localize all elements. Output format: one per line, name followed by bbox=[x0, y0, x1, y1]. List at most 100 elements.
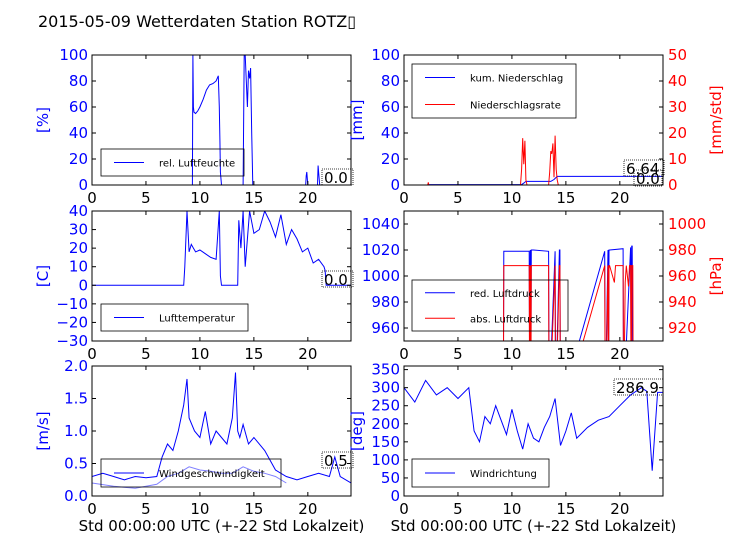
value-annotation: 0.5 bbox=[324, 452, 348, 470]
y-tick-label: 100 bbox=[371, 46, 400, 64]
series-line-1 bbox=[92, 372, 351, 484]
y-tick-label: 1000 bbox=[362, 267, 400, 285]
y-tick-label: 60 bbox=[381, 98, 400, 116]
y-tick-label: 0 bbox=[390, 487, 400, 505]
legend-label: Niederschlagsrate bbox=[470, 101, 561, 112]
legend-box bbox=[411, 279, 569, 332]
y-tick-label: 350 bbox=[371, 361, 400, 379]
legend-box bbox=[100, 148, 245, 177]
y2-tick-label: 20 bbox=[668, 124, 687, 142]
legend-label: red. Luftdruck bbox=[470, 289, 540, 300]
legend-label: kum. Niederschlag bbox=[470, 74, 563, 85]
y-tick-label: 200 bbox=[371, 415, 400, 433]
x-tick-label: 5 bbox=[141, 345, 151, 363]
y-tick-label: 40 bbox=[69, 124, 88, 142]
legend: rel. Luftfeuchte bbox=[100, 148, 245, 177]
y-axis-label: [m/s] bbox=[34, 411, 52, 450]
y2-tick-label: 50 bbox=[668, 46, 687, 64]
series-line-2 bbox=[503, 265, 634, 341]
legend-box bbox=[100, 458, 282, 488]
value-annotation-2: 0.0 bbox=[636, 170, 660, 188]
series-group bbox=[92, 211, 351, 286]
y-tick-label: 1040 bbox=[362, 215, 400, 233]
legend: Windgeschwindigkeit bbox=[100, 458, 282, 488]
annotation-box bbox=[321, 451, 354, 469]
y-tick-label: 10 bbox=[69, 258, 88, 276]
y2-axis-label: [hPa] bbox=[707, 257, 725, 296]
plot-frame bbox=[403, 365, 664, 497]
y-tick-label: 1020 bbox=[362, 241, 400, 259]
x-tick-label: 20 bbox=[298, 189, 317, 207]
y-tick-label: 60 bbox=[69, 98, 88, 116]
y2-tick-label: 30 bbox=[668, 98, 687, 116]
x-tick-label: 15 bbox=[244, 189, 263, 207]
series-group bbox=[92, 55, 351, 185]
chart-panel-2: 0 5 10 15 20 0 20 40 60 80 100 0 10 20 30 40 50 [mm] [mm/s… bbox=[348, 46, 725, 207]
series-line-2 bbox=[404, 135, 663, 185]
x-tick-label: 10 bbox=[502, 500, 521, 518]
legend-label: Windrichtung bbox=[470, 469, 537, 480]
plot-frame bbox=[91, 54, 352, 186]
annotation-box bbox=[321, 168, 354, 186]
figure-title: 2015-05-09 Wetterdaten Station ROTZ▯ bbox=[38, 12, 356, 31]
y-axis-label: [mm] bbox=[348, 100, 366, 141]
legend: kum. Niederschlag Niederschlagsrate bbox=[411, 63, 577, 119]
x-tick-label: 0 bbox=[87, 189, 97, 207]
y2-tick-label: 1000 bbox=[668, 215, 706, 233]
series-group bbox=[404, 379, 663, 471]
series-line-1 bbox=[92, 55, 351, 185]
x-tick-label: 5 bbox=[453, 345, 463, 363]
legend-box bbox=[411, 458, 550, 488]
y-tick-label: 100 bbox=[371, 451, 400, 469]
value-annotation: 0.0 bbox=[324, 169, 348, 187]
annotation-box bbox=[613, 378, 664, 396]
series-line-1 bbox=[404, 175, 663, 185]
y-tick-label: 1.0 bbox=[64, 422, 88, 440]
y-tick-label: 40 bbox=[69, 202, 88, 220]
x-tick-label: 10 bbox=[502, 189, 521, 207]
plot-frame bbox=[91, 210, 352, 342]
legend-box bbox=[100, 303, 249, 332]
x-axis-label: Std 00:00:00 UTC (+-22 Std Lokalzeit) bbox=[79, 517, 365, 535]
legend-box bbox=[411, 63, 577, 119]
legend: Lufttemperatur bbox=[100, 303, 249, 332]
x-tick-label: 0 bbox=[399, 345, 409, 363]
y-tick-label: 250 bbox=[371, 397, 400, 415]
y-tick-label: 150 bbox=[371, 433, 400, 451]
y-axis-label: [deg] bbox=[348, 411, 366, 451]
y2-tick-label: 920 bbox=[668, 319, 697, 337]
y-tick-label: 980 bbox=[371, 293, 400, 311]
x-tick-label: 15 bbox=[556, 345, 575, 363]
legend-label: rel. Luftfeuchte bbox=[159, 159, 235, 170]
chart-panel-1: 0 5 10 15 20 0 20 40 60 80 100 [%] rel. Luftfeuchte 0… bbox=[34, 46, 354, 207]
x-tick-label: 10 bbox=[190, 189, 209, 207]
x-tick-label: 5 bbox=[141, 500, 151, 518]
x-tick-label: 15 bbox=[556, 500, 575, 518]
y-tick-label: 30 bbox=[69, 221, 88, 239]
y-tick-label: 0 bbox=[78, 176, 88, 194]
y2-tick-label: 0 bbox=[668, 176, 678, 194]
x-axis-label: Std 00:00:00 UTC (+-22 Std Lokalzeit) bbox=[391, 517, 677, 535]
y2-tick-label: 980 bbox=[668, 241, 697, 259]
y-tick-label: −20 bbox=[56, 313, 88, 331]
x-tick-label: 5 bbox=[453, 189, 463, 207]
x-tick-label: 20 bbox=[298, 500, 317, 518]
y-tick-label: 20 bbox=[69, 150, 88, 168]
series-group bbox=[92, 372, 351, 489]
y-tick-label: 0 bbox=[390, 176, 400, 194]
y-tick-label: 40 bbox=[381, 124, 400, 142]
chart-panel-3: 0 5 10 15 20−30−20−10010203040[C]Lufttempera… bbox=[34, 202, 354, 363]
y-tick-label: 0 bbox=[78, 276, 88, 294]
x-tick-label: 0 bbox=[87, 500, 97, 518]
annotation-box bbox=[633, 169, 663, 187]
x-tick-label: 20 bbox=[298, 345, 317, 363]
y2-axis-label: [mm/std] bbox=[707, 85, 725, 154]
y-tick-label: −30 bbox=[56, 332, 88, 350]
legend-label: abs. Luftdruck bbox=[470, 314, 541, 325]
y2-tick-label: 940 bbox=[668, 293, 697, 311]
chart-panel-5: 0 5 10 15 20 0.0 0.5 1.0 1.5 2.0 [m/s] Std 00:00:00… bbox=[34, 357, 364, 535]
y-tick-label: 20 bbox=[69, 239, 88, 257]
